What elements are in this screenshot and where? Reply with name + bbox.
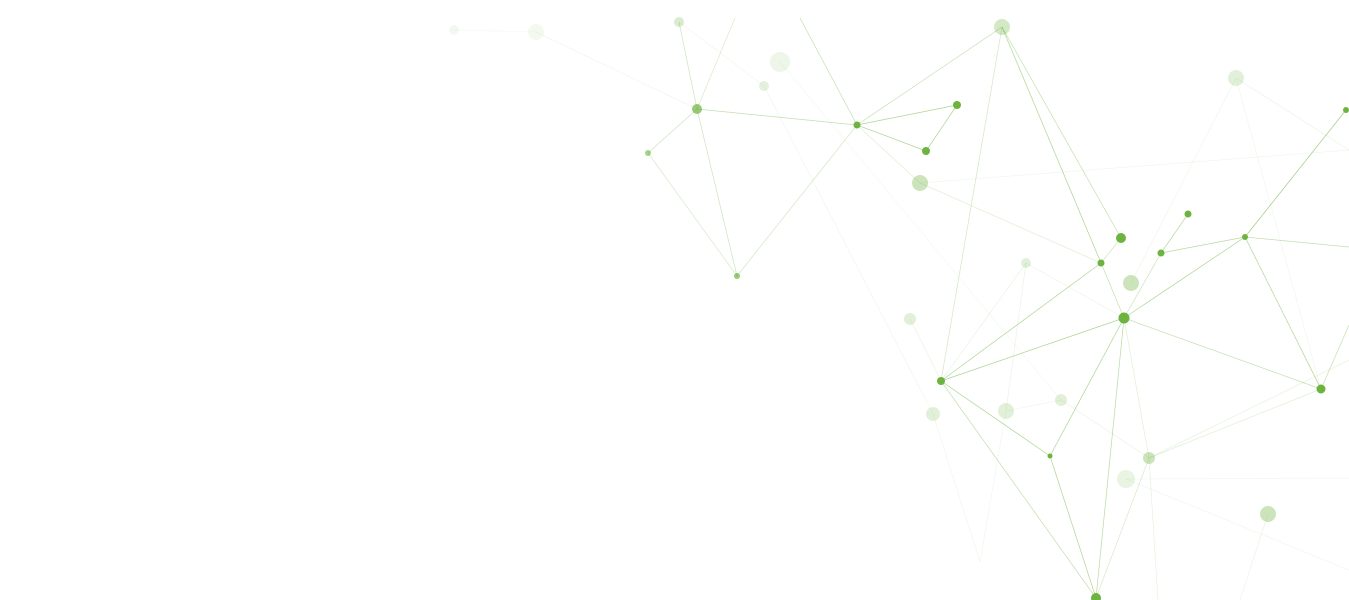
network-edge xyxy=(1239,513,1269,600)
network-edge xyxy=(979,410,1007,563)
network-node xyxy=(1343,107,1349,113)
network-edge xyxy=(763,85,934,415)
network-edge xyxy=(678,21,698,110)
network-edge xyxy=(1148,457,1159,600)
network-edge xyxy=(856,26,1003,126)
network-edge xyxy=(1100,237,1122,264)
network-edge xyxy=(736,124,858,277)
network-edge xyxy=(1320,324,1349,390)
network-node xyxy=(1316,384,1326,394)
network-node xyxy=(1143,452,1155,464)
network-edge xyxy=(1025,262,1125,319)
network-node xyxy=(1055,394,1067,406)
network-edge xyxy=(696,108,858,126)
network-edge xyxy=(1244,109,1347,238)
network-node xyxy=(994,19,1010,35)
network-edge xyxy=(1049,317,1125,457)
network-edge xyxy=(1123,317,1322,390)
network-edge xyxy=(940,380,1097,599)
network-node xyxy=(1118,312,1130,324)
network-node xyxy=(904,313,916,325)
network-edge xyxy=(1123,252,1162,319)
network-node xyxy=(1242,234,1248,240)
network-edge xyxy=(1123,317,1150,459)
network-edge xyxy=(919,182,1102,264)
network-edge xyxy=(453,29,537,33)
network-node xyxy=(1260,506,1276,522)
network-edge xyxy=(696,108,738,277)
network-edge xyxy=(909,318,942,382)
network-edge xyxy=(1235,77,1349,151)
network-node xyxy=(645,150,651,156)
network-edge xyxy=(1095,457,1150,599)
network-node xyxy=(674,17,684,27)
network-edge xyxy=(535,31,698,110)
network-node xyxy=(1116,233,1126,243)
network-node xyxy=(1157,249,1165,257)
network-edge xyxy=(1049,455,1097,599)
network-node xyxy=(953,101,961,109)
network-edge xyxy=(940,262,1102,382)
network-edge xyxy=(1095,317,1125,599)
network-edge xyxy=(779,61,1062,401)
network-edge xyxy=(799,17,858,126)
network-edge xyxy=(1235,77,1322,390)
network-node xyxy=(922,147,930,155)
network-node xyxy=(1097,259,1105,267)
network-edge xyxy=(1160,213,1189,254)
network-edge xyxy=(940,262,1027,382)
network-node xyxy=(770,52,790,72)
network-edge xyxy=(1244,236,1322,390)
network-edge xyxy=(1125,478,1349,571)
network-edge xyxy=(1100,262,1125,319)
network-node xyxy=(853,121,861,129)
network-node xyxy=(912,175,928,191)
network-edge xyxy=(940,317,1125,382)
network-edge xyxy=(1001,26,1122,239)
network-edge xyxy=(647,152,738,277)
network-edge xyxy=(1130,77,1237,284)
network-node xyxy=(692,104,702,114)
network-edge xyxy=(856,124,921,184)
network-edge xyxy=(856,104,958,126)
network-edge xyxy=(932,413,981,563)
network-edge xyxy=(919,149,1349,184)
network-edge xyxy=(678,21,765,87)
network-edge xyxy=(1148,388,1322,459)
network-node xyxy=(1021,258,1031,268)
network-edge xyxy=(1244,109,1347,238)
network-node xyxy=(1117,470,1135,488)
network-node xyxy=(1047,453,1053,459)
network-edge xyxy=(1001,26,1102,264)
network-node xyxy=(449,25,459,35)
network-edge xyxy=(1060,399,1150,459)
network-edge xyxy=(1148,359,1349,459)
network-node xyxy=(1228,70,1244,86)
network-edge xyxy=(696,17,736,110)
network-edge xyxy=(1005,262,1027,412)
network-node xyxy=(759,81,769,91)
network-edge xyxy=(856,124,927,152)
network-edge xyxy=(1005,399,1062,412)
network-edge xyxy=(1125,477,1349,480)
network-edge xyxy=(1160,236,1246,254)
network-node xyxy=(734,273,740,279)
network-node xyxy=(528,24,544,40)
network-node xyxy=(1184,210,1192,218)
network-edge xyxy=(940,380,1051,457)
network-edge xyxy=(1123,236,1246,319)
network-edge xyxy=(940,26,1003,382)
network-node xyxy=(926,407,940,421)
network-edge xyxy=(1244,236,1349,248)
network-node xyxy=(1091,593,1101,600)
network-node xyxy=(1123,275,1139,291)
network-edge xyxy=(647,108,698,154)
network-edge xyxy=(925,104,958,152)
network-node xyxy=(998,403,1014,419)
network-node xyxy=(937,377,945,385)
